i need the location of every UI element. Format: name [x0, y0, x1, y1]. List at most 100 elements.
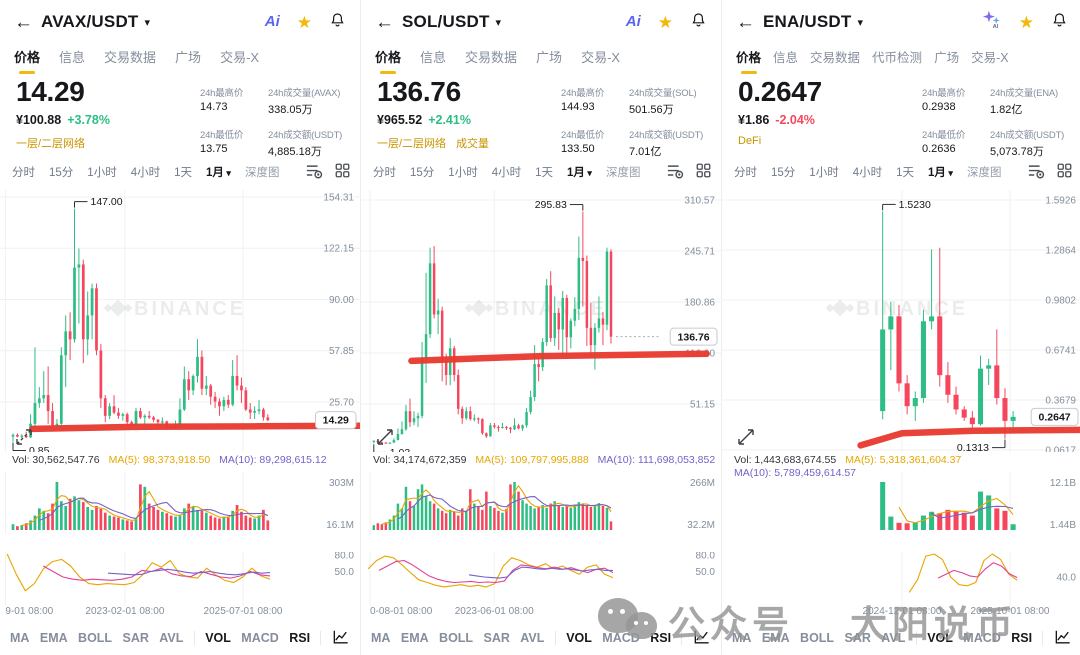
indicator-boll[interactable]: BOLL: [439, 631, 474, 645]
tab-5[interactable]: 交易-X: [581, 49, 621, 65]
indicator-boll[interactable]: BOLL: [800, 631, 835, 645]
interval-7[interactable]: 深度图: [967, 164, 1002, 180]
notification-bell-icon[interactable]: [690, 11, 707, 34]
volume-chart[interactable]: 303M 16.1M: [0, 472, 360, 534]
indicator-avl[interactable]: AVL: [159, 631, 184, 645]
interval-6[interactable]: 1月 ▾: [567, 164, 592, 180]
interval-1[interactable]: 分时: [12, 164, 35, 180]
tab-3[interactable]: 交易数据: [465, 49, 518, 65]
indicator-ma[interactable]: MA: [732, 631, 752, 645]
more-indicators-chart-icon[interactable]: [1054, 629, 1072, 648]
interval-4[interactable]: 4小时: [853, 164, 882, 180]
indicator-macd[interactable]: MACD: [602, 631, 640, 645]
back-arrow-icon[interactable]: ←: [14, 11, 33, 33]
indicator-vol[interactable]: VOL: [927, 631, 953, 645]
favorite-star-icon[interactable]: ★: [1018, 12, 1034, 32]
indicator-boll[interactable]: BOLL: [78, 631, 113, 645]
tab-6[interactable]: 交易-X: [971, 50, 1009, 65]
notification-bell-icon[interactable]: [329, 11, 346, 34]
ai-assistant-icon[interactable]: Ai: [626, 13, 641, 31]
interval-3[interactable]: 1小时: [448, 164, 477, 180]
indicator-ema[interactable]: EMA: [400, 631, 429, 645]
token-tag[interactable]: 一层/二层网络: [16, 138, 86, 150]
indicator-macd[interactable]: MACD: [241, 631, 279, 645]
interval-2[interactable]: 15分: [49, 164, 73, 180]
pair-title[interactable]: ENA/USDT: [763, 12, 852, 31]
indicator-vol[interactable]: VOL: [205, 631, 231, 645]
tab-4[interactable]: 代币检测: [872, 50, 923, 65]
indicator-settings-icon[interactable]: [1027, 163, 1045, 182]
token-tag[interactable]: DeFi: [738, 135, 762, 147]
volume-chart[interactable]: 12.1B 1.44B: [722, 472, 1080, 534]
layout-grid-icon[interactable]: [696, 163, 711, 181]
indicator-sar[interactable]: SAR: [122, 631, 149, 645]
tab-2[interactable]: 信息: [59, 49, 86, 65]
notification-bell-icon[interactable]: [1051, 11, 1068, 34]
interval-2[interactable]: 15分: [410, 164, 434, 180]
interval-2[interactable]: 15分: [771, 164, 795, 180]
tab-3[interactable]: 交易数据: [104, 49, 157, 65]
tab-4[interactable]: 广场: [536, 49, 563, 65]
interval-5[interactable]: 1天: [896, 164, 914, 180]
tab-1[interactable]: 价格: [14, 47, 40, 66]
volume-chart[interactable]: 266M 32.2M: [361, 472, 721, 534]
tab-1[interactable]: 价格: [375, 47, 401, 66]
interval-5[interactable]: 1天: [174, 164, 192, 180]
indicator-ma[interactable]: MA: [371, 631, 391, 645]
tab-1[interactable]: 价格: [736, 47, 761, 66]
indicator-sar[interactable]: SAR: [844, 631, 871, 645]
candlestick-chart[interactable]: BINANCE 1.5926 1.2864 0.9802 0.6741 0.3679 0.0…: [722, 190, 1080, 452]
interval-1[interactable]: 分时: [734, 164, 757, 180]
indicator-ema[interactable]: EMA: [39, 631, 68, 645]
tab-3[interactable]: 交易数据: [810, 50, 861, 65]
indicator-rsi[interactable]: RSI: [650, 631, 672, 645]
indicator-rsi[interactable]: RSI: [1011, 631, 1033, 645]
interval-7[interactable]: 深度图: [606, 164, 641, 180]
interval-6[interactable]: 1月 ▾: [206, 164, 231, 180]
indicator-ma[interactable]: MA: [10, 631, 30, 645]
more-indicators-chart-icon[interactable]: [332, 629, 350, 648]
volume-ma10-line: [931, 505, 1014, 519]
interval-7[interactable]: 深度图: [245, 164, 280, 180]
back-arrow-icon[interactable]: ←: [375, 11, 394, 33]
layout-grid-icon[interactable]: [335, 163, 350, 181]
ai-assistant-icon[interactable]: AI: [981, 10, 1002, 34]
indicator-settings-icon[interactable]: [305, 163, 323, 182]
tab-5[interactable]: 广场: [934, 50, 960, 65]
interval-3[interactable]: 1小时: [809, 164, 838, 180]
indicator-macd[interactable]: MACD: [963, 631, 1001, 645]
indicator-rsi[interactable]: RSI: [289, 631, 311, 645]
candlestick-chart[interactable]: BINANCE310.57245.71180.86116.0051.15295.…: [361, 190, 721, 452]
token-tag[interactable]: 成交量: [456, 138, 490, 150]
indicator-ema[interactable]: EMA: [761, 631, 790, 645]
indicator-settings-icon[interactable]: [666, 163, 684, 182]
favorite-star-icon[interactable]: ★: [296, 12, 312, 32]
interval-4[interactable]: 4小时: [492, 164, 521, 180]
ai-assistant-icon[interactable]: Ai: [265, 13, 280, 31]
pair-title[interactable]: AVAX/USDT: [41, 12, 139, 31]
interval-4[interactable]: 4小时: [131, 164, 160, 180]
pair-title[interactable]: SOL/USDT: [402, 12, 490, 31]
rsi-chart[interactable]: 80.0 50.0: [0, 552, 360, 606]
indicator-avl[interactable]: AVL: [881, 631, 906, 645]
interval-1[interactable]: 分时: [373, 164, 396, 180]
back-arrow-icon[interactable]: ←: [736, 11, 755, 33]
interval-3[interactable]: 1小时: [87, 164, 116, 180]
favorite-star-icon[interactable]: ★: [657, 12, 673, 32]
rsi-chart[interactable]: 80.0 50.0: [361, 552, 721, 606]
candlestick-chart[interactable]: BINANCE 154.31 122.15 90.00 57.85 25.70 147.00…: [0, 190, 360, 452]
indicator-avl[interactable]: AVL: [520, 631, 545, 645]
indicator-sar[interactable]: SAR: [483, 631, 510, 645]
interval-6[interactable]: 1月 ▾: [928, 164, 953, 180]
tab-2[interactable]: 信息: [420, 49, 447, 65]
token-tag[interactable]: 一层/二层网络: [377, 138, 447, 150]
y-axis-tick: 1.2864: [1045, 246, 1076, 257]
indicator-vol[interactable]: VOL: [566, 631, 592, 645]
tab-5[interactable]: 交易-X: [220, 49, 260, 65]
more-indicators-chart-icon[interactable]: [693, 629, 711, 648]
layout-grid-icon[interactable]: [1057, 163, 1072, 181]
tab-2[interactable]: 信息: [773, 50, 799, 65]
rsi-chart[interactable]: 40.0: [722, 552, 1080, 606]
tab-4[interactable]: 广场: [175, 49, 202, 65]
interval-5[interactable]: 1天: [535, 164, 553, 180]
